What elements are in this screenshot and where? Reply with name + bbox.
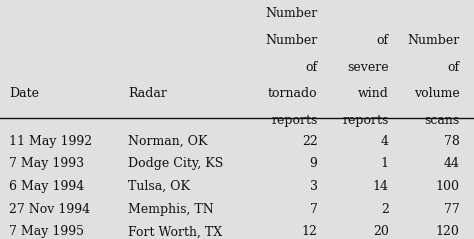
Text: Date: Date — [9, 87, 39, 100]
Text: Dodge City, KS: Dodge City, KS — [128, 157, 223, 170]
Text: tornado: tornado — [268, 87, 318, 100]
Text: 7 May 1995: 7 May 1995 — [9, 225, 84, 238]
Text: 78: 78 — [444, 135, 460, 147]
Text: Radar: Radar — [128, 87, 167, 100]
Text: 120: 120 — [436, 225, 460, 238]
Text: 3: 3 — [310, 180, 318, 193]
Text: 12: 12 — [302, 225, 318, 238]
Text: 6 May 1994: 6 May 1994 — [9, 180, 85, 193]
Text: 44: 44 — [444, 157, 460, 170]
Text: wind: wind — [358, 87, 389, 100]
Text: 77: 77 — [444, 203, 460, 216]
Text: 100: 100 — [436, 180, 460, 193]
Text: of: of — [447, 61, 460, 74]
Text: Memphis, TN: Memphis, TN — [128, 203, 214, 216]
Text: 22: 22 — [302, 135, 318, 147]
Text: 27 Nov 1994: 27 Nov 1994 — [9, 203, 91, 216]
Text: reports: reports — [342, 114, 389, 127]
Text: Norman, OK: Norman, OK — [128, 135, 208, 147]
Text: 7: 7 — [310, 203, 318, 216]
Text: 11 May 1992: 11 May 1992 — [9, 135, 92, 147]
Text: severe: severe — [347, 61, 389, 74]
Text: scans: scans — [425, 114, 460, 127]
Text: of: of — [305, 61, 318, 74]
Text: Number: Number — [265, 34, 318, 47]
Text: Number: Number — [408, 34, 460, 47]
Text: 20: 20 — [373, 225, 389, 238]
Text: volume: volume — [414, 87, 460, 100]
Text: Fort Worth, TX: Fort Worth, TX — [128, 225, 222, 238]
Text: 4: 4 — [381, 135, 389, 147]
Text: 7 May 1993: 7 May 1993 — [9, 157, 84, 170]
Text: of: of — [376, 34, 389, 47]
Text: 14: 14 — [373, 180, 389, 193]
Text: Number: Number — [265, 7, 318, 20]
Text: 1: 1 — [381, 157, 389, 170]
Text: 2: 2 — [381, 203, 389, 216]
Text: Tulsa, OK: Tulsa, OK — [128, 180, 190, 193]
Text: 9: 9 — [310, 157, 318, 170]
Text: reports: reports — [271, 114, 318, 127]
